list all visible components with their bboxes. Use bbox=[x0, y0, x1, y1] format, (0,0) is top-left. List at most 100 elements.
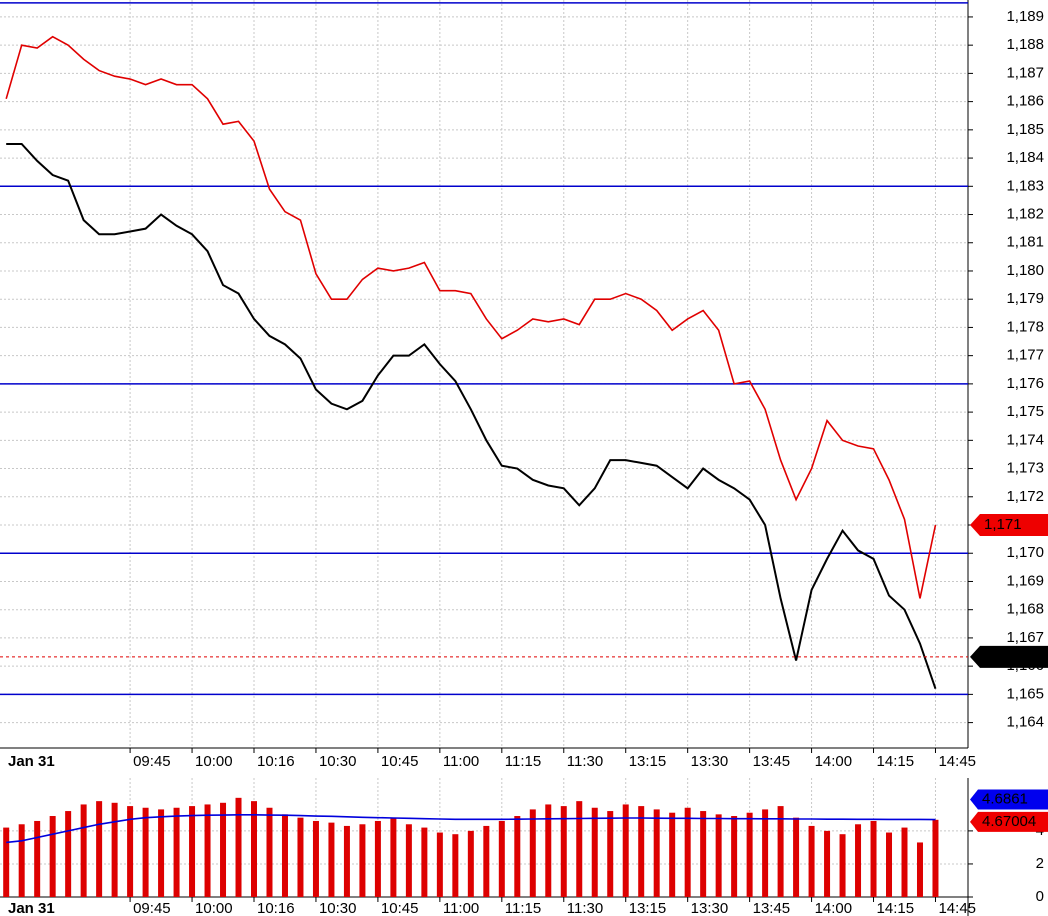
volume-bar bbox=[870, 820, 877, 897]
volume-bar bbox=[746, 812, 753, 897]
volume-bar bbox=[700, 811, 707, 897]
value-marker-box bbox=[970, 811, 1048, 832]
y-tick-label: 1,167 bbox=[1006, 629, 1044, 646]
value-marker-label: 4.67004 bbox=[982, 813, 1036, 830]
volume-bar bbox=[235, 797, 242, 897]
volume-bar bbox=[684, 807, 691, 897]
y-tick-label: 1,169 bbox=[1006, 572, 1044, 589]
price-line bbox=[5, 35, 937, 599]
y-tick-label: 1,181 bbox=[1006, 234, 1044, 251]
volume-bar bbox=[251, 801, 258, 897]
volume-bar bbox=[824, 830, 831, 897]
volume-bar bbox=[266, 807, 273, 897]
volume-bar bbox=[374, 820, 381, 897]
y-tick-label: 1,182 bbox=[1006, 205, 1044, 222]
price-marker-label: 1,166.33 bbox=[984, 648, 1042, 665]
volume-bar bbox=[576, 801, 583, 897]
date-label: Jan 31 bbox=[8, 900, 55, 916]
volume-bar bbox=[808, 825, 815, 897]
y-tick-label: 1,184 bbox=[1006, 149, 1044, 166]
x-tick-label: 11:30 bbox=[567, 753, 603, 770]
x-tick-label: 09:45 bbox=[133, 900, 171, 916]
y-tick-label: 1,178 bbox=[1006, 318, 1044, 335]
price-marker-box bbox=[970, 645, 1048, 668]
x-tick-label: 11:15 bbox=[505, 900, 541, 916]
volume-bar bbox=[514, 816, 521, 897]
y-tick-label: 1,183 bbox=[1006, 177, 1044, 194]
volume-bar bbox=[3, 827, 10, 897]
volume-bar bbox=[793, 817, 800, 897]
volume-bar bbox=[111, 802, 118, 897]
volume-bar bbox=[96, 801, 103, 897]
price-marker-box bbox=[970, 514, 1048, 537]
x-tick-label: 10:30 bbox=[319, 753, 357, 770]
x-tick-label: 13:30 bbox=[691, 753, 729, 770]
x-tick-label: 10:16 bbox=[257, 900, 295, 916]
volume-bar bbox=[220, 802, 227, 897]
volume-average-line bbox=[6, 814, 936, 844]
y-tick-label: 1,174 bbox=[1006, 431, 1044, 448]
volume-bar bbox=[436, 832, 443, 897]
y-tick-label: 1,170 bbox=[1006, 544, 1044, 561]
x-tick-label: 10:16 bbox=[257, 753, 295, 770]
volume-bar bbox=[777, 806, 784, 897]
y-tick-label: 1,187 bbox=[1006, 64, 1044, 81]
volume-bar bbox=[483, 825, 490, 897]
volume-bar bbox=[855, 824, 862, 897]
x-tick-label: 09:45 bbox=[133, 753, 171, 770]
x-tick-label: 14:00 bbox=[815, 900, 853, 916]
x-tick-label: 13:15 bbox=[629, 753, 667, 770]
volume-bar bbox=[18, 824, 25, 897]
volume-bar bbox=[127, 806, 134, 897]
y-tick-label: 1,189 bbox=[1006, 8, 1044, 25]
x-tick-label: 14:15 bbox=[877, 753, 915, 770]
x-tick-label: 14:45 bbox=[938, 753, 976, 770]
volume-bar bbox=[932, 819, 939, 897]
volume-bar bbox=[653, 809, 660, 897]
volume-bar bbox=[312, 820, 319, 897]
volume-bar bbox=[158, 809, 165, 897]
volume-bar bbox=[762, 809, 769, 897]
volume-bar bbox=[886, 832, 893, 897]
value-marker-label: 4.6861 bbox=[982, 791, 1028, 808]
x-tick-label: 10:00 bbox=[195, 900, 233, 916]
y-tick-label: 1,165 bbox=[1006, 685, 1044, 702]
x-tick-label: 10:00 bbox=[195, 753, 233, 770]
volume-bar bbox=[49, 816, 56, 897]
volume-bar bbox=[607, 811, 614, 897]
volume-bar bbox=[638, 806, 645, 897]
volume-bar bbox=[359, 824, 366, 897]
x-tick-label: 11:00 bbox=[443, 753, 479, 770]
x-tick-label: 14:00 bbox=[815, 753, 853, 770]
x-tick-label: 13:45 bbox=[753, 753, 791, 770]
volume-bar bbox=[142, 807, 149, 897]
volume-bar bbox=[405, 824, 412, 897]
volume-bar bbox=[669, 812, 676, 897]
y-tick-label: 1,188 bbox=[1006, 36, 1044, 53]
y-tick-label: 1,173 bbox=[1006, 460, 1044, 477]
volume-bar bbox=[498, 820, 505, 897]
value-marker-box bbox=[970, 789, 1048, 810]
volume-bar bbox=[421, 827, 428, 897]
volume-bar bbox=[591, 807, 598, 897]
volume-bar bbox=[328, 822, 335, 897]
volume-bar bbox=[173, 807, 180, 897]
volume-bar bbox=[452, 834, 459, 897]
price-line bbox=[6, 142, 937, 690]
date-label: Jan 31 bbox=[8, 753, 55, 770]
y-tick-label: 2 bbox=[1036, 855, 1044, 872]
x-tick-label: 11:15 bbox=[505, 753, 541, 770]
x-tick-label: 10:30 bbox=[319, 900, 357, 916]
volume-bar bbox=[65, 811, 72, 897]
price-marker-label: 1,171 bbox=[984, 516, 1022, 533]
y-tick-label: 1,176 bbox=[1006, 375, 1044, 392]
x-tick-label: 14:15 bbox=[877, 900, 915, 916]
y-tick-label: 1,164 bbox=[1006, 714, 1044, 731]
y-tick-label: 1,177 bbox=[1006, 347, 1044, 364]
x-tick-label: 10:45 bbox=[381, 753, 419, 770]
volume-bar bbox=[343, 825, 350, 897]
volume-bar bbox=[901, 827, 908, 897]
x-tick-label: 13:30 bbox=[691, 900, 729, 916]
